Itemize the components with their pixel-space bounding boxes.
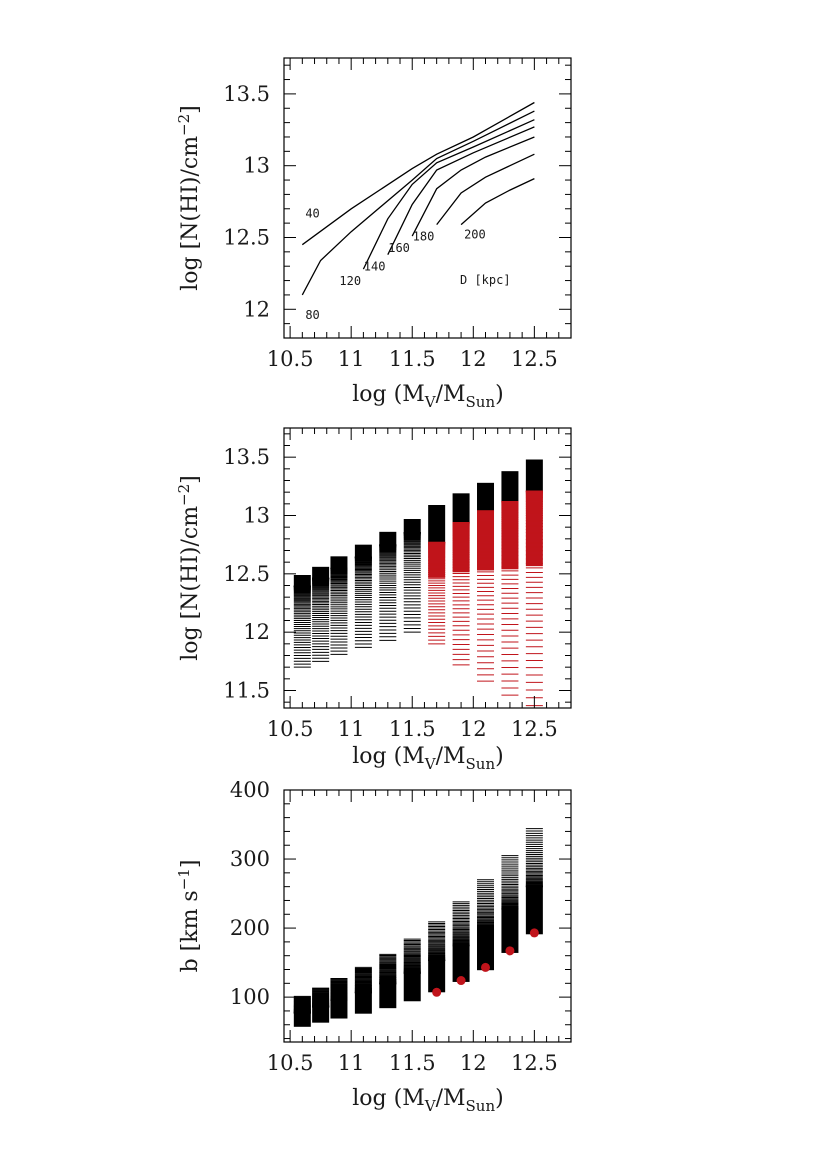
curve-label-d160: 160 <box>388 241 410 255</box>
panel2-y-tick-label: 12 <box>243 620 270 644</box>
b-column-block <box>526 887 543 935</box>
panel1-y-axis-label: log [N(HI)/cm−2] <box>175 105 203 291</box>
panel1-tick-labels: 10.5 11 11.5 12 12.5 12 12.5 13 13.5 <box>223 82 558 371</box>
panel3-y-tick-label: 300 <box>230 847 270 871</box>
nhi-column-top-block <box>453 493 470 522</box>
panel1-distance-annotation: D [kpc] <box>460 273 511 287</box>
b-red-point <box>481 963 490 972</box>
panel-column-density-distribution: 10.5 11 11.5 12 12.5 11.5 12 12.5 13 13.5 log (MV… <box>175 428 571 773</box>
curve-label-d140: 140 <box>364 260 386 274</box>
panel1-x-tick-label: 12.5 <box>511 347 558 371</box>
curve-label-d40: 40 <box>305 206 319 220</box>
panel3-x-tick-label: 12 <box>460 1051 487 1075</box>
nhi-column-top-block <box>526 460 543 492</box>
nhi-column-top-block <box>428 505 445 542</box>
curve-d180 <box>437 154 535 224</box>
panel1-x-axis-label: log (MV/MSun) <box>352 382 503 411</box>
panel1-x-tick-label: 12 <box>460 347 487 371</box>
b-column-block <box>379 984 396 1008</box>
panel2-x-tick-label: 12.5 <box>511 717 558 741</box>
curve-label-d80: 80 <box>305 308 319 322</box>
panel2-column-lines <box>294 460 543 706</box>
panel1-y-tick-label: 12 <box>243 297 270 321</box>
panel2-y-tick-label: 13.5 <box>223 445 270 469</box>
b-column-block <box>428 961 445 993</box>
panel3-y-tick-label: 400 <box>230 778 270 802</box>
b-red-point <box>432 988 441 997</box>
figure: 40 80 120140160180 200 10.5 11 11.5 12 12.5 12 12… <box>0 0 830 1174</box>
panel2-y-tick-label: 11.5 <box>223 679 270 703</box>
curve-label-d120: 120 <box>339 274 361 288</box>
panel2-y-tick-label: 12.5 <box>223 562 270 586</box>
nhi-column-top-block <box>312 567 329 578</box>
panel3-x-tick-label: 11.5 <box>389 1051 436 1075</box>
panel1-y-tick-label: 13.5 <box>223 82 270 106</box>
curve-label-d200: 200 <box>464 228 486 242</box>
panel3-x-axis-label: log (MV/MSun) <box>352 1086 503 1115</box>
panel2-x-tick-label: 10.5 <box>267 717 314 741</box>
b-red-point <box>505 946 514 955</box>
panel2-x-tick-label: 12 <box>460 717 487 741</box>
panel1-x-tick-label: 11 <box>338 347 365 371</box>
panel3-y-tick-label: 200 <box>230 916 270 940</box>
panel2-y-tick-label: 13 <box>243 504 270 528</box>
b-red-point <box>457 976 466 985</box>
panel2-x-tick-label: 11.5 <box>389 717 436 741</box>
panel2-x-axis-label: log (MV/MSun) <box>352 744 503 773</box>
b-column-block <box>312 1007 329 1023</box>
panel1-y-tick-label: 13 <box>243 154 270 178</box>
b-red-point <box>530 928 539 937</box>
curve-d80 <box>302 111 534 295</box>
b-column-block <box>404 973 421 1001</box>
b-column-block <box>355 993 372 1014</box>
b-column-block <box>330 1001 347 1019</box>
panel1-x-tick-label: 11.5 <box>389 347 436 371</box>
nhi-column-top-block <box>379 532 396 545</box>
panel1-frame <box>284 58 571 338</box>
nhi-column-top-block <box>501 471 518 501</box>
panel3-x-tick-label: 12.5 <box>511 1051 558 1075</box>
panel3-y-tick-label: 100 <box>230 985 270 1009</box>
nhi-column-top-block <box>404 519 421 533</box>
panel1-x-tick-label: 10.5 <box>267 347 314 371</box>
nhi-column-top-block <box>477 483 494 511</box>
b-column-block <box>294 1013 311 1027</box>
panel3-x-tick-label: 10.5 <box>267 1051 314 1075</box>
panel-doppler-parameter: 10.5 11 11.5 12 12.5 100 200 300 400 log (MV/MSu… <box>175 778 571 1115</box>
panel3-y-axis-label: b [km s−1] <box>175 860 203 973</box>
nhi-column-top-block <box>355 545 372 557</box>
panel1-ticks <box>284 58 571 338</box>
panel2-y-axis-label: log [N(HI)/cm−2] <box>175 475 203 661</box>
panel3-column-lines <box>294 829 543 1027</box>
panel1-y-tick-label: 12.5 <box>223 225 270 249</box>
nhi-column-top-block <box>294 575 311 586</box>
nhi-column-top-block <box>330 556 347 568</box>
panel2-x-tick-label: 11 <box>338 717 365 741</box>
curve-label-d180: 180 <box>413 230 435 244</box>
panel3-x-tick-label: 11 <box>338 1051 365 1075</box>
